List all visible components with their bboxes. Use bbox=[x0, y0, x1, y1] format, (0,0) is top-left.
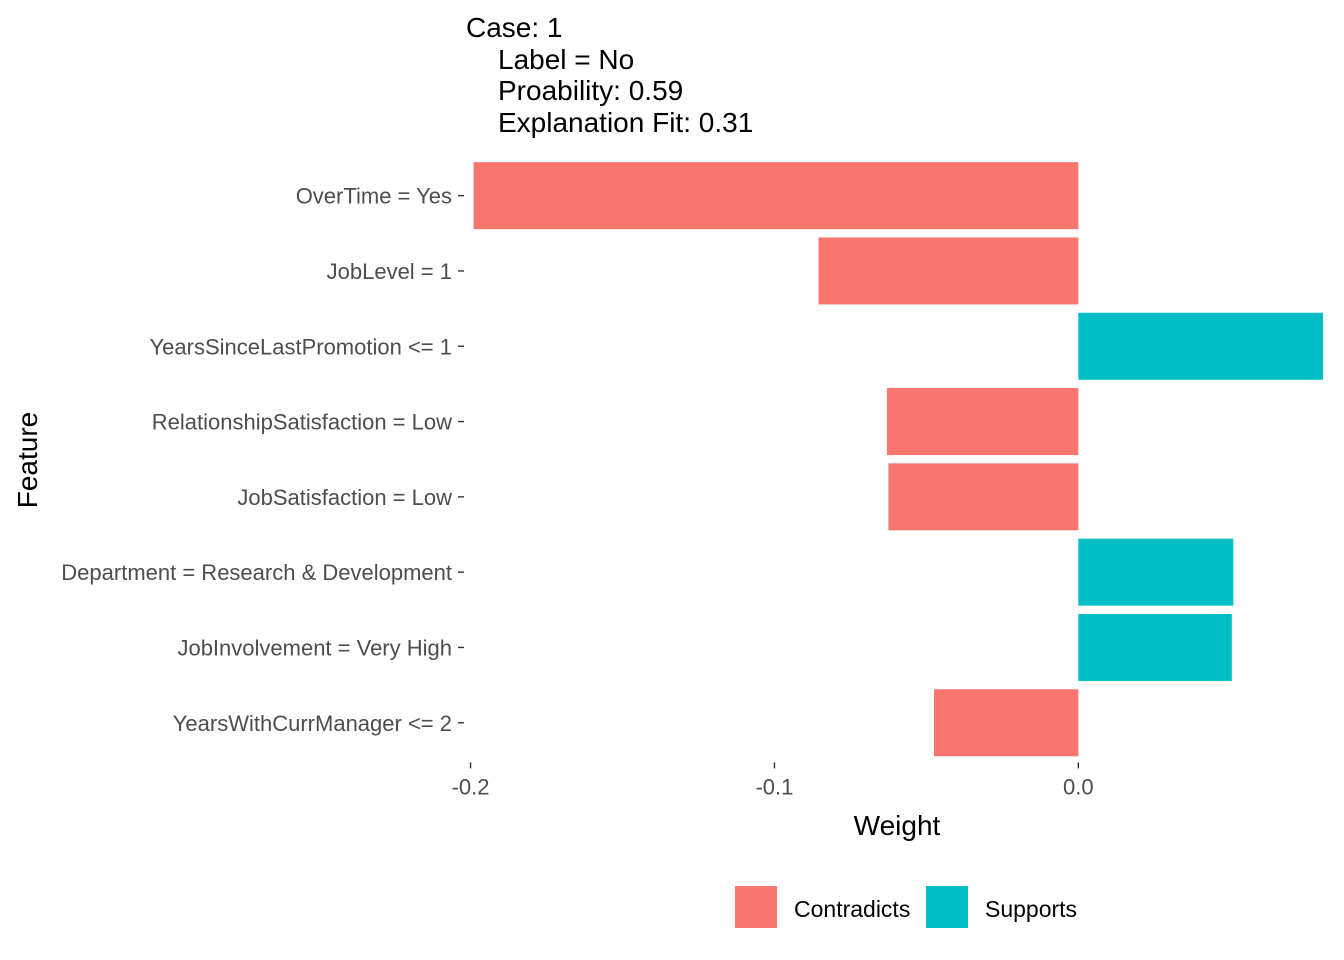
title-line-explanation-fit: Explanation Fit: 0.31 bbox=[498, 107, 753, 138]
legend-key-supports bbox=[926, 886, 968, 928]
bar-yearssincelastpromotion-1 bbox=[1078, 312, 1323, 380]
legend-label-supports: Supports bbox=[985, 896, 1077, 922]
bar-relationshipsatisfaction-low bbox=[886, 388, 1079, 456]
y-tick-label-jobinvolvement-very-high: JobInvolvement = Very High bbox=[177, 635, 452, 660]
x-tick-label: 0.0 bbox=[1063, 774, 1094, 799]
bar-yearswithcurrmanager-2 bbox=[933, 689, 1079, 757]
legend: Contradicts Supports bbox=[735, 886, 1077, 928]
bar-department-research-development bbox=[1078, 538, 1234, 606]
title-line-probability: Proability: 0.59 bbox=[498, 75, 683, 106]
title-line-label: Label = No bbox=[498, 44, 634, 75]
bar-joblevel-1 bbox=[818, 237, 1079, 305]
bar-overtime-yes bbox=[473, 162, 1079, 230]
chart-title: Case: 1 Label = No Proability: 0.59 Expl… bbox=[466, 12, 753, 138]
x-tick-label: -0.2 bbox=[452, 774, 490, 799]
y-tick-label-yearssincelastpromotion-1: YearsSinceLastPromotion <= 1 bbox=[150, 334, 453, 359]
y-tick-label-jobsatisfaction-low: JobSatisfaction = Low bbox=[237, 485, 452, 510]
legend-label-contradicts: Contradicts bbox=[794, 896, 910, 922]
bar-jobinvolvement-very-high bbox=[1078, 613, 1232, 681]
y-axis: OverTime = Yes JobLevel = 1 YearsSinceLast… bbox=[61, 184, 464, 736]
bar-jobsatisfaction-low bbox=[888, 463, 1079, 531]
y-tick-label-department-research-development: Department = Research & Development bbox=[61, 560, 452, 585]
y-tick-label-relationshipsatisfaction-low: RelationshipSatisfaction = Low bbox=[152, 410, 452, 435]
y-tick-label-yearswithcurrmanager-2: YearsWithCurrManager <= 2 bbox=[173, 711, 452, 736]
y-tick-label-joblevel-1: JobLevel = 1 bbox=[327, 259, 452, 284]
bars-group bbox=[473, 162, 1323, 757]
x-axis-title: Weight bbox=[854, 810, 941, 841]
title-line-case: Case: 1 bbox=[466, 12, 563, 43]
x-tick-label: -0.1 bbox=[755, 774, 793, 799]
x-axis: -0.2 -0.1 0.0 bbox=[452, 762, 1094, 799]
y-tick-label-overtime-yes: OverTime = Yes bbox=[296, 184, 452, 209]
legend-key-contradicts bbox=[735, 886, 777, 928]
y-axis-title: Feature bbox=[12, 412, 43, 509]
